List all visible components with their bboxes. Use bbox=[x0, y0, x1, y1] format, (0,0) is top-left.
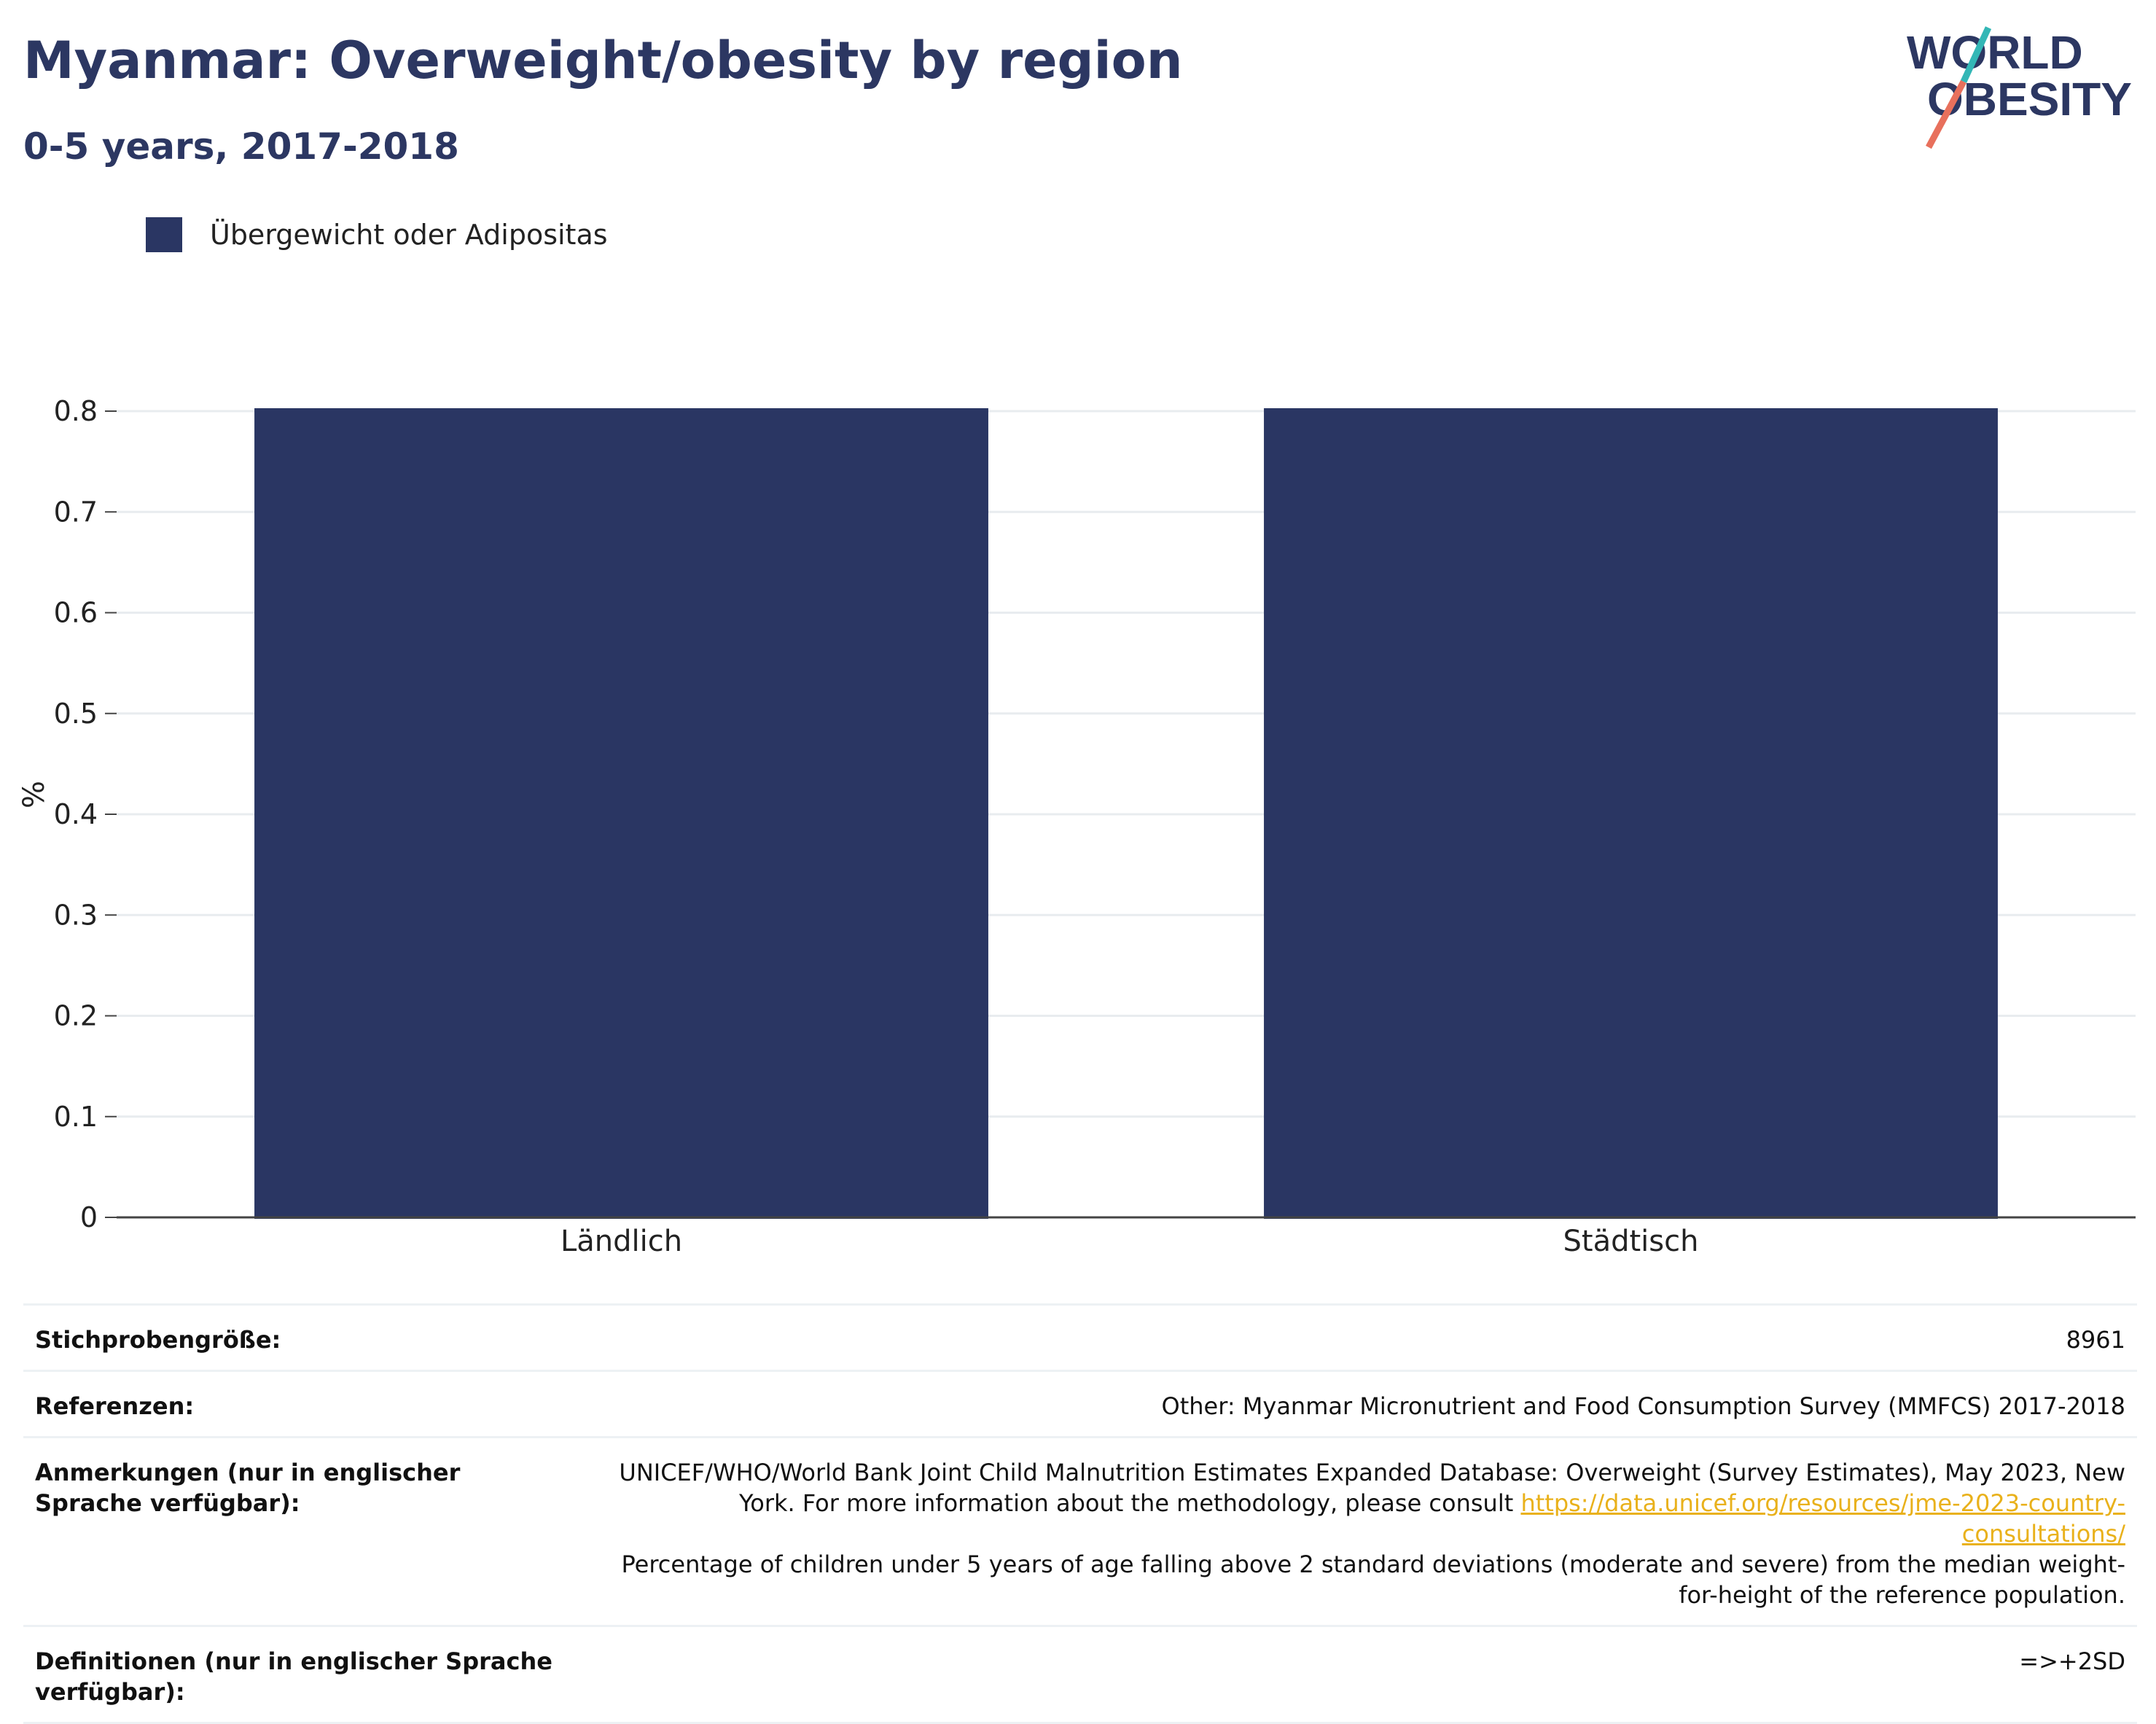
y-axis-title: % bbox=[17, 781, 51, 808]
y-tick-label: 0.2 bbox=[54, 1000, 98, 1032]
logo-slash-top bbox=[1960, 26, 1992, 83]
methodology-link[interactable]: https://data.unicef.org/resources/jme-20… bbox=[1520, 1489, 2125, 1548]
y-tick-label: 0.8 bbox=[54, 395, 98, 427]
x-tick-label: Städtisch bbox=[1563, 1225, 1699, 1258]
y-tick-label: 0 bbox=[80, 1201, 98, 1233]
chart-title: Myanmar: Overweight/obesity by region bbox=[23, 31, 1183, 90]
notes-text-2: Percentage of children under 5 years of … bbox=[621, 1551, 2126, 1609]
legend: Übergewicht oder Adipositas bbox=[146, 217, 608, 252]
logo-line1: WORLD bbox=[1907, 26, 2083, 79]
info-table: Stichprobengröße: 8961 Referenzen: Other… bbox=[23, 1303, 2137, 1724]
y-tick-label: 0.7 bbox=[54, 496, 98, 528]
notes-value: UNICEF/WHO/World Bank Joint Child Malnut… bbox=[571, 1436, 2137, 1626]
y-tick-label: 0.4 bbox=[54, 798, 98, 830]
logo-slash-bottom bbox=[1926, 79, 1966, 149]
bars bbox=[254, 408, 1998, 1219]
legend-label: Übergewicht oder Adipositas bbox=[210, 219, 608, 251]
y-tick-label: 0.1 bbox=[54, 1101, 98, 1133]
references-row: Referenzen: Other: Myanmar Micronutrient… bbox=[23, 1370, 2137, 1438]
notes-text: UNICEF/WHO/World Bank Joint Child Malnut… bbox=[619, 1459, 2125, 1517]
chart-subtitle: 0-5 years, 2017-2018 bbox=[23, 125, 459, 168]
y-axis-ticks: 0 0.1 0.2 0.3 0.4 0.5 0.6 0.7 0.8 bbox=[54, 395, 117, 1233]
y-tick-label: 0.6 bbox=[54, 597, 98, 629]
bar bbox=[254, 408, 988, 1219]
x-tick-label: Ländlich bbox=[561, 1225, 682, 1258]
notes-row: Anmerkungen (nur in englischer Sprache v… bbox=[23, 1436, 2137, 1626]
definitions-row: Definitionen (nur in englischer Sprache … bbox=[23, 1625, 2137, 1724]
x-axis-labels: Ländlich Städtisch bbox=[561, 1225, 1699, 1258]
world-obesity-logo: WORLD OBESITY bbox=[1907, 26, 2132, 149]
legend-swatch bbox=[146, 217, 182, 252]
sample-size-row: Stichprobengröße: 8961 bbox=[23, 1303, 2137, 1371]
definitions-value: =>+2SD bbox=[571, 1625, 2137, 1724]
bar bbox=[1264, 408, 1998, 1219]
y-tick-label: 0.3 bbox=[54, 899, 98, 931]
sample-size-label: Stichprobengröße: bbox=[23, 1303, 571, 1371]
sample-size-value: 8961 bbox=[571, 1303, 2137, 1371]
references-label: Referenzen: bbox=[23, 1370, 571, 1438]
y-tick-label: 0.5 bbox=[54, 698, 98, 730]
bar-chart: 0 0.1 0.2 0.3 0.4 0.5 0.6 0.7 0.8 Ländlich Städti… bbox=[17, 395, 2136, 1258]
definitions-label: Definitionen (nur in englischer Sprache … bbox=[23, 1625, 571, 1724]
notes-label: Anmerkungen (nur in englischer Sprache v… bbox=[23, 1436, 571, 1626]
references-value: Other: Myanmar Micronutrient and Food Co… bbox=[571, 1370, 2137, 1438]
